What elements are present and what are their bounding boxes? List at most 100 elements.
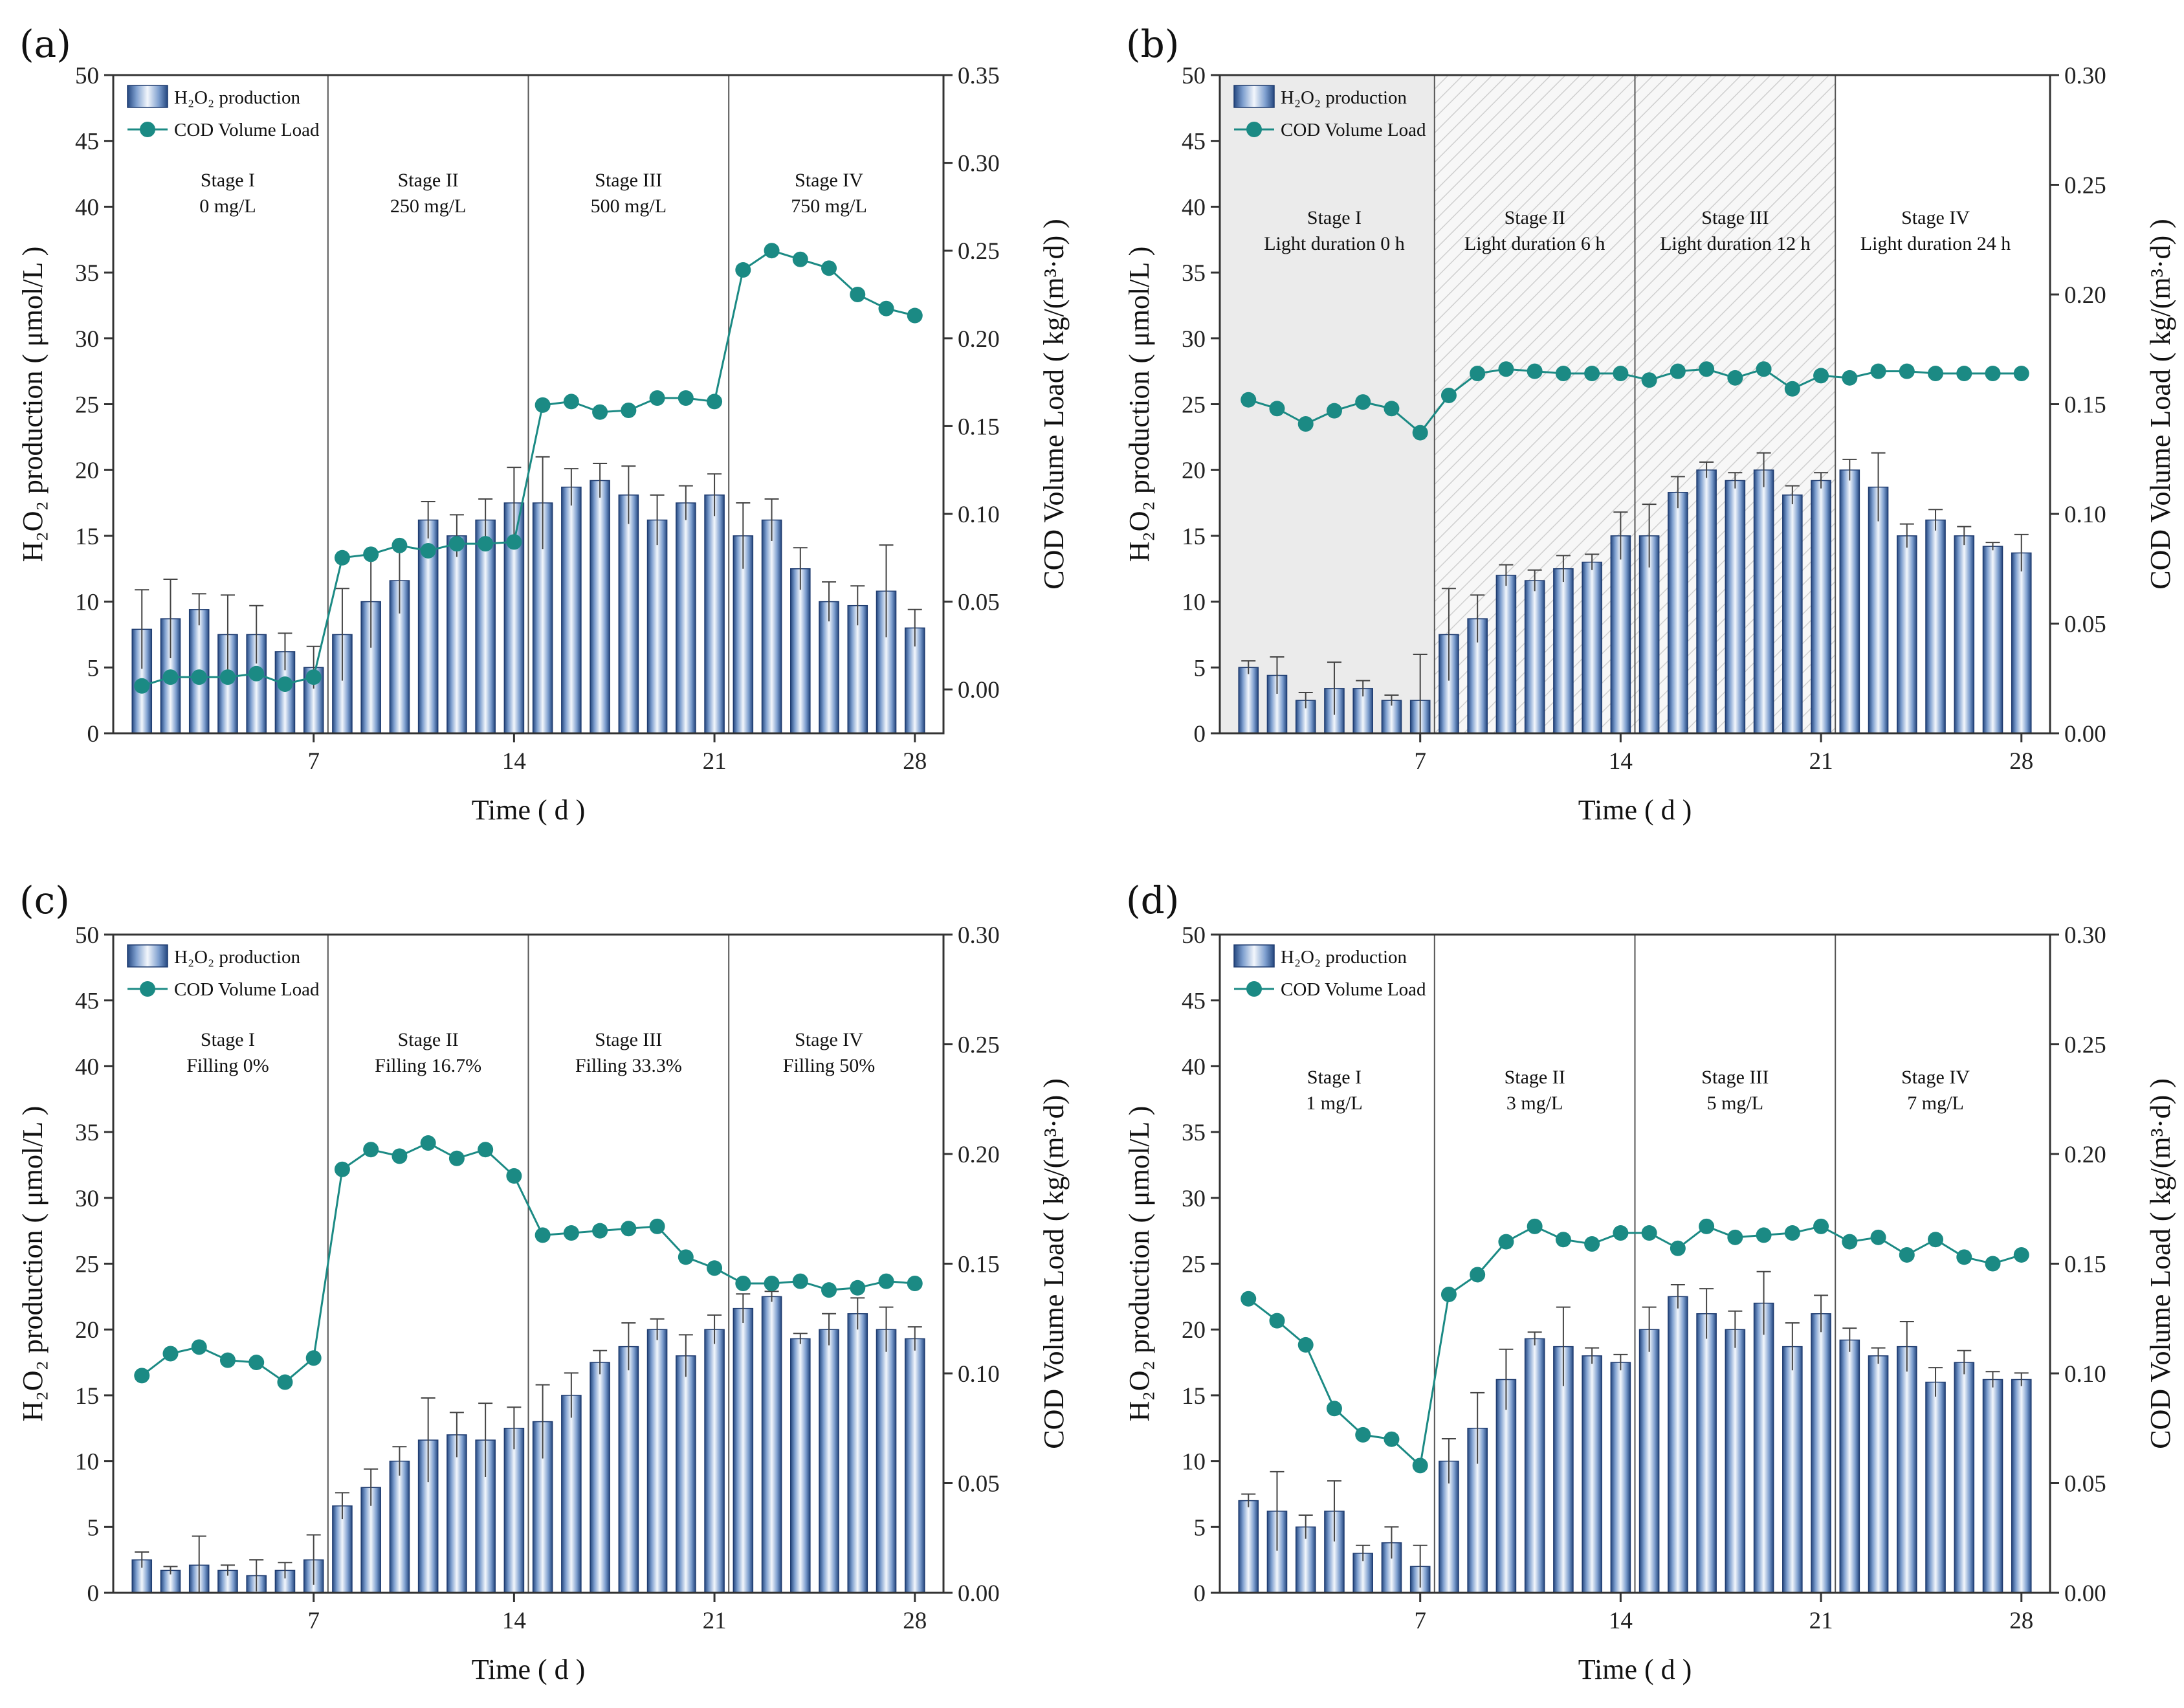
x-axis-title: Time ( d ) — [472, 794, 586, 826]
tick-label-left: 40 — [75, 194, 99, 221]
tick-label-left: 40 — [1182, 1054, 1206, 1080]
line-marker-icon — [140, 122, 155, 137]
bar — [561, 486, 582, 734]
stage-name: Stage I — [1307, 207, 1362, 228]
cod-point — [1555, 366, 1571, 382]
bar — [761, 1296, 782, 1593]
tick-label-right: 0.10 — [958, 502, 1000, 528]
tick-label-right: 0.15 — [958, 1252, 1000, 1278]
bar — [1925, 1381, 1946, 1593]
stage-detail: 7 mg/L — [1907, 1092, 1964, 1114]
line-marker-icon — [140, 981, 155, 997]
tick-label-right: 0.30 — [2064, 922, 2106, 949]
cod-point — [1241, 1291, 1257, 1307]
cod-point — [1498, 361, 1514, 377]
stage-detail: 500 mg/L — [591, 195, 667, 217]
bar — [447, 535, 467, 734]
stage-name: Stage II — [398, 1029, 459, 1050]
cod-point — [1470, 366, 1486, 382]
cod-point — [1899, 363, 1915, 379]
cod-point — [850, 1280, 866, 1296]
tick-label-x: 7 — [307, 1608, 320, 1634]
bar — [1582, 1355, 1602, 1593]
tick-label-right: 0.20 — [2064, 1142, 2106, 1168]
tick-label-left: 10 — [1182, 1449, 1206, 1476]
cod-point — [649, 1218, 665, 1234]
line-marker-icon — [1246, 981, 1262, 997]
tick-label-left: 50 — [75, 63, 99, 89]
cod-point — [1727, 1229, 1743, 1245]
tick-label-left: 0 — [87, 1580, 100, 1607]
cod-point — [1326, 1401, 1342, 1417]
cod-point — [1584, 1236, 1600, 1252]
bar — [1696, 469, 1717, 734]
tick-label-right: 0.10 — [958, 1361, 1000, 1388]
cod-point — [1784, 381, 1800, 397]
cod-point — [563, 1225, 579, 1241]
stage-detail: Filling 33.3% — [575, 1055, 682, 1076]
tick-label-right: 0.05 — [958, 590, 1000, 616]
tick-label-right: 0.35 — [958, 63, 1000, 89]
tick-label-left: 50 — [1182, 63, 1206, 89]
tick-label-x: 7 — [1414, 748, 1426, 775]
tick-label-left: 45 — [1182, 129, 1206, 155]
cod-point — [821, 1282, 837, 1298]
cod-point — [649, 390, 665, 406]
chart-panel-1: (b) 0 5 10 15 20 25 30 35 40 45 50 0.00 0.05 0.10 0.15 0… — [1123, 22, 2176, 826]
cod-line — [1248, 368, 2022, 434]
cod-point — [707, 1260, 723, 1276]
tick-label-left: 45 — [1182, 988, 1206, 1015]
cod-point — [1956, 1249, 1972, 1265]
tick-label-right: 0.15 — [2064, 1252, 2106, 1278]
cod-point — [162, 1346, 179, 1362]
bar — [1811, 480, 1831, 734]
cod-point — [1928, 366, 1944, 382]
bar — [676, 502, 696, 734]
cod-point — [821, 260, 837, 276]
stage-detail: 250 mg/L — [390, 195, 467, 217]
tick-label-x: 14 — [1609, 1608, 1633, 1634]
bar — [332, 1505, 353, 1593]
tick-label-left: 5 — [87, 1514, 100, 1541]
tick-label-left: 30 — [75, 326, 99, 353]
tick-label-right: 0.00 — [2064, 721, 2106, 748]
cod-point — [1641, 1225, 1657, 1241]
tick-label-right: 0.20 — [958, 1142, 1000, 1168]
stage-detail: Filling 16.7% — [375, 1055, 481, 1076]
bar — [447, 1434, 467, 1593]
cod-point — [1670, 1240, 1686, 1256]
cod-point — [563, 394, 579, 410]
y-axis-title-right: COD Volume Load ( kg/(m³·d) ) — [1038, 219, 1070, 590]
cod-point — [764, 1276, 780, 1292]
legend-bar-label: H₂O₂ production — [1281, 87, 1407, 108]
cod-point — [191, 1339, 207, 1355]
cod-point — [1727, 370, 1743, 386]
tick-label-x: 28 — [2009, 748, 2033, 775]
cod-point — [1440, 387, 1457, 403]
tick-label-left: 5 — [87, 655, 100, 682]
cod-point — [1613, 1225, 1629, 1241]
cod-point — [535, 1227, 551, 1243]
tick-label-left: 25 — [75, 1252, 99, 1278]
cod-point — [621, 402, 637, 418]
tick-label-left: 15 — [75, 524, 99, 550]
tick-label-right: 0.30 — [958, 922, 1000, 949]
bar — [1782, 1346, 1803, 1593]
bar — [1725, 480, 1746, 734]
stage-detail: 1 mg/L — [1306, 1092, 1363, 1114]
cod-point — [1297, 1336, 1314, 1353]
cod-point — [735, 262, 751, 278]
cod-point — [219, 669, 236, 685]
cod-point — [2013, 1247, 2029, 1263]
cod-point — [1470, 1267, 1486, 1283]
tick-label-right: 0.15 — [2064, 392, 2106, 419]
bar — [1668, 1296, 1688, 1593]
cod-point — [1985, 366, 2001, 382]
cod-point — [1813, 368, 1829, 384]
cod-point — [1384, 401, 1400, 417]
stage-name: Stage IV — [795, 1029, 863, 1050]
tick-label-right: 0.10 — [2064, 1361, 2106, 1388]
bar — [1753, 469, 1774, 734]
stage-name: Stage II — [398, 170, 459, 191]
stage-name: Stage III — [1701, 207, 1769, 228]
